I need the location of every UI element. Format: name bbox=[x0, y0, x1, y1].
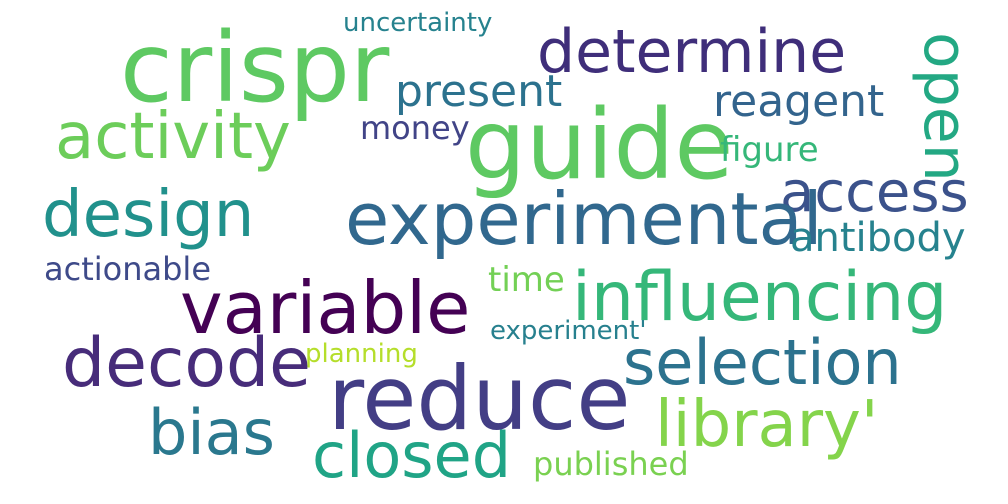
word-bias: bias bbox=[148, 396, 275, 469]
word-experiment: experiment' bbox=[490, 316, 647, 346]
word-selection: selection bbox=[623, 326, 902, 399]
word-present: present bbox=[395, 66, 563, 117]
word-actionable: actionable bbox=[44, 250, 211, 288]
word-determine: determine bbox=[537, 17, 847, 87]
word-reduce: reduce bbox=[328, 347, 631, 450]
word-library: library' bbox=[655, 388, 879, 462]
word-planning: planning bbox=[305, 339, 418, 369]
word-decode: decode bbox=[62, 324, 311, 403]
word-figure: figure bbox=[720, 130, 819, 170]
word-influencing: influencing bbox=[572, 258, 948, 337]
word-money: money bbox=[360, 109, 470, 147]
word-antibody: antibody bbox=[790, 215, 966, 261]
word-closed: closed bbox=[312, 419, 512, 492]
word-uncertainty: uncertainty bbox=[343, 8, 493, 38]
word-design: design bbox=[42, 178, 255, 252]
word-crispr: crispr bbox=[120, 12, 390, 124]
word-access: access bbox=[780, 160, 969, 225]
word-experimental: experimental bbox=[345, 177, 823, 261]
word-time: time bbox=[488, 260, 565, 300]
word-guide: guide bbox=[465, 89, 734, 201]
word-published: published bbox=[533, 445, 689, 483]
word-reagent: reagent bbox=[713, 76, 885, 127]
word-variable: variable bbox=[180, 266, 471, 350]
word-activity: activity bbox=[55, 100, 291, 174]
